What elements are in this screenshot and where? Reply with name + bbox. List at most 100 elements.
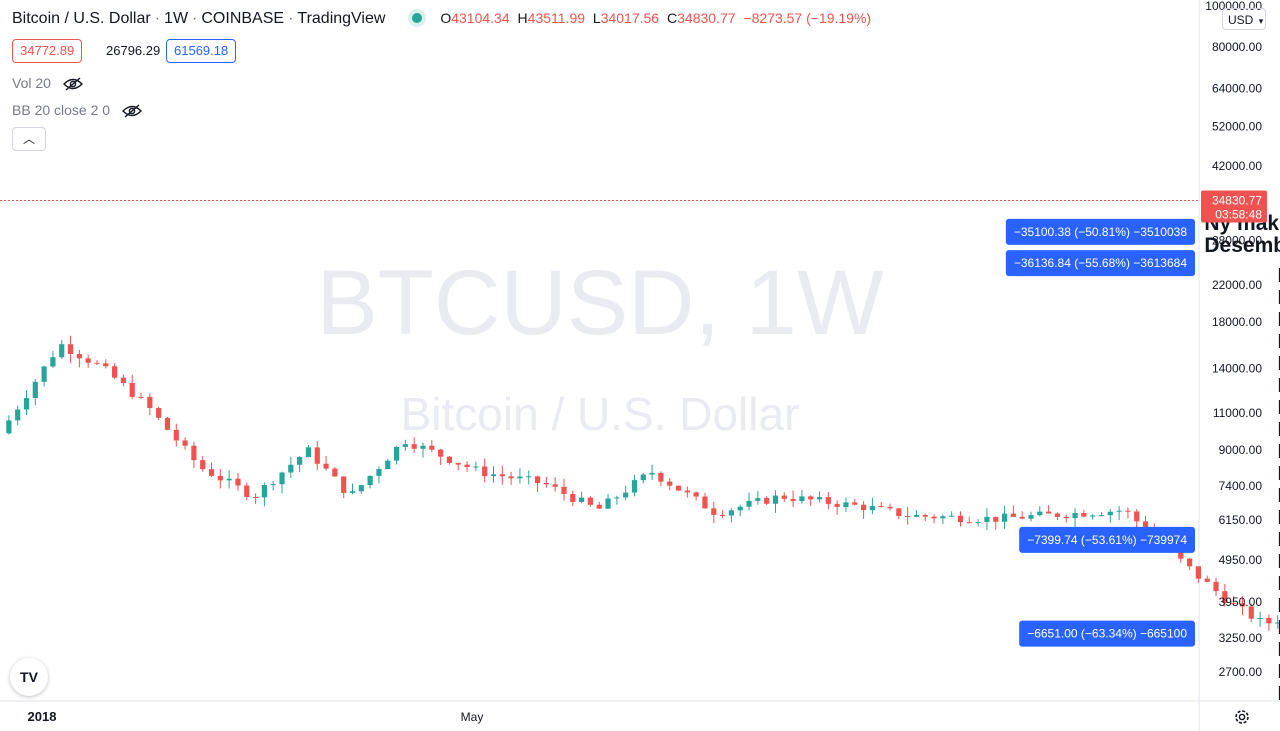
price-tick-label: 3250.00 (1219, 631, 1263, 645)
candle-body (429, 445, 435, 450)
currency-selector[interactable]: USD ▾ (1222, 8, 1266, 30)
measure-label: −6651.00 (−63.34%) −665100 (1027, 627, 1187, 641)
candle-body (1186, 558, 1193, 567)
candle-body (120, 377, 127, 384)
market-status-icon[interactable] (411, 13, 422, 24)
candle-body (526, 476, 532, 478)
gear-icon[interactable] (1232, 707, 1252, 727)
price-tick-label: 3950.00 (1219, 595, 1263, 609)
price-tick-label: 9000.00 (1219, 443, 1263, 457)
candle-body (138, 396, 144, 398)
time-axis[interactable]: 2018May2019Jun2020Jun2021Jun2022 (28, 709, 1280, 724)
candle-body (579, 497, 585, 502)
candle-body (931, 516, 937, 519)
last-price-label: 34830.77 03:58:48 (0, 190, 1267, 223)
measure-label-box (1005, 218, 1195, 245)
candle-body (605, 498, 611, 509)
candle-body (235, 478, 241, 486)
candle-body (50, 357, 56, 367)
candle-body (552, 484, 558, 487)
bar-countdown: 03:58:48 (1215, 207, 1262, 221)
collapse-indicators-button[interactable]: ︿ (12, 127, 46, 151)
chevron-down-icon: ▾ (1258, 16, 1264, 26)
symbol-header[interactable]: Bitcoin / U.S. Dollar · 1W · COINBASE · Tradin… (12, 10, 875, 28)
candle-body (164, 417, 171, 430)
volume-indicator[interactable]: Vol 20 (12, 75, 83, 91)
price-tick-label: 14000.00 (1212, 362, 1262, 376)
eye-crossed-icon[interactable] (121, 104, 142, 118)
candle-body (23, 398, 30, 410)
buy-price-button[interactable]: 61569.18 (166, 39, 237, 63)
candle-body (358, 485, 364, 492)
candle-body (217, 475, 223, 481)
symbol-name[interactable]: Bitcoin / U.S. Dollar (12, 10, 151, 27)
price-tick-label: 42000.00 (1212, 159, 1262, 173)
candle-body (517, 476, 523, 479)
candle-body (226, 478, 232, 481)
candle-body (376, 469, 382, 476)
candle-body (587, 497, 594, 505)
close-value: 34830.77 (677, 10, 736, 26)
candle-body (411, 444, 417, 449)
candle-body (367, 475, 373, 486)
measure-label-box (1019, 526, 1195, 553)
measure-label: −35100.38 (−50.81%) −3510038 (1014, 225, 1187, 239)
candle-body (693, 492, 699, 497)
open-label: O (440, 10, 452, 26)
candle-body (508, 476, 514, 479)
candle-body (984, 516, 990, 522)
candle-body (147, 396, 153, 409)
candle-body (728, 510, 735, 516)
price-axis[interactable]: 2700.00 3250.00 3950.00 4950.00 6150.00 7400.… (1205, 0, 1262, 679)
candle-body (173, 429, 179, 441)
candle-body (869, 506, 875, 511)
close-label: C (667, 10, 678, 26)
candle-body (570, 493, 576, 502)
candle-body (1222, 591, 1228, 603)
candle-body (711, 508, 717, 515)
chevron-up-icon: ︿ (22, 132, 35, 146)
candle-body (614, 497, 620, 499)
sell-price-button[interactable]: 34772.89 (12, 39, 83, 63)
watermark-name: Bitcoin / U.S. Dollar (401, 388, 800, 440)
candle-body (702, 496, 708, 509)
candle-body (957, 515, 964, 523)
candle-body (975, 521, 981, 523)
candle-body (790, 498, 796, 502)
candle-body (764, 498, 770, 504)
candle-body (737, 506, 743, 511)
tradingview-logo-icon[interactable]: TV (10, 658, 48, 696)
candle-body (781, 495, 787, 499)
bollinger-indicator[interactable]: BB 20 close 2 0 (12, 102, 142, 118)
price-tick-label: 11000.00 (1213, 406, 1262, 420)
candle-body (905, 516, 911, 518)
low-value: 34017.56 (600, 10, 660, 26)
candle-body (1239, 603, 1246, 607)
measurement-tools[interactable]: −7399.74 (−53.61%) −739974 −6651.00 (−63.… (1005, 74, 1280, 647)
measure-label-box (1019, 620, 1195, 647)
candle-body (808, 496, 814, 500)
candle-body (385, 460, 391, 470)
candle-body (490, 474, 497, 477)
candle-body (1098, 515, 1105, 517)
candle-body (393, 446, 400, 461)
candle-body (438, 449, 444, 457)
candle-body (59, 344, 65, 358)
candle-body (596, 504, 602, 509)
candle-body (279, 472, 285, 485)
candle-body (1037, 511, 1043, 516)
eye-crossed-icon[interactable] (62, 77, 83, 91)
candle-body (675, 485, 682, 491)
candle-body (1081, 513, 1087, 517)
candle-body (94, 362, 100, 364)
candle-body (1248, 606, 1254, 619)
candle-body (6, 420, 12, 434)
candle-body (755, 498, 761, 501)
price-tick-label: 80000.00 (1212, 40, 1262, 54)
candle-body (1116, 510, 1122, 512)
interval[interactable]: 1W (164, 10, 189, 27)
candle-body (244, 485, 250, 497)
candle-body (402, 444, 408, 447)
candle-body (297, 457, 303, 465)
